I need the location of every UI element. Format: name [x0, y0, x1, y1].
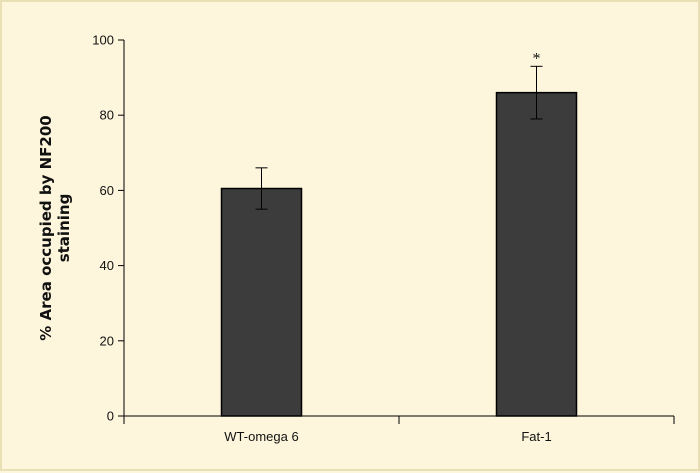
axes [118, 39, 675, 424]
y-tick-label: 80 [100, 108, 114, 123]
y-axis-label-line-2: staining [55, 194, 73, 263]
x-category-label: WT-omega 6 [224, 429, 298, 444]
x-category-label: Fat-1 [521, 429, 551, 444]
y-axis-label-line-1: % Area occupied by NF200 [37, 115, 55, 340]
y-tick-label: 20 [100, 333, 114, 348]
y-tick-label: 100 [92, 33, 114, 48]
y-tick-label: 40 [100, 258, 114, 273]
y-axis-label: % Area occupied by NF200 staining [37, 115, 73, 340]
significance-annotation: * [533, 50, 541, 67]
tick-labels: 0 20 40 60 80 100 WT-omega 6 * Fat-1 [92, 33, 551, 445]
bar-2 [495, 91, 578, 417]
bars [220, 65, 578, 417]
bar-1 [220, 187, 303, 417]
y-tick-label: 60 [100, 183, 114, 198]
y-tick-label: 0 [107, 409, 114, 424]
